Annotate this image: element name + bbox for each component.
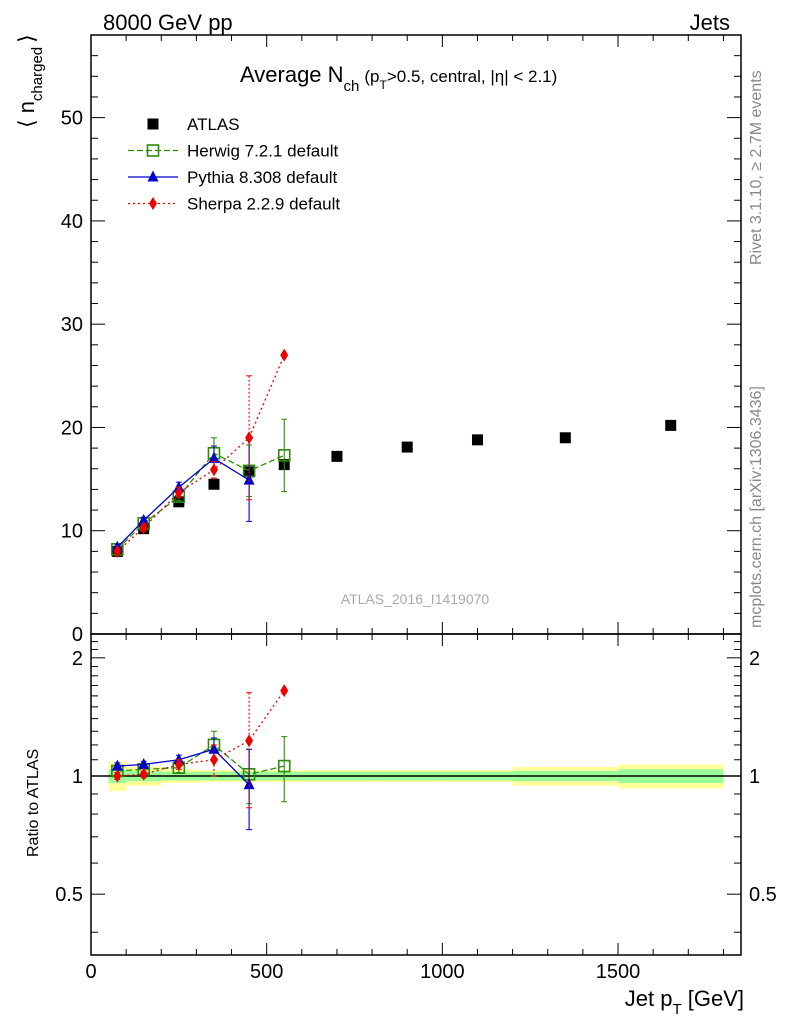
rivet-version-label: Rivet 3.1.10, ≥ 2.7M events bbox=[748, 70, 765, 265]
atlas-data-point bbox=[401, 441, 413, 453]
header-right-label: Jets bbox=[690, 10, 730, 35]
herwig-point bbox=[277, 449, 291, 462]
sherpa-point bbox=[113, 544, 122, 558]
legend-atlas-marker bbox=[147, 118, 159, 130]
sherpa-point bbox=[139, 521, 148, 535]
sherpa-point bbox=[245, 431, 254, 445]
atlas-data-point bbox=[331, 450, 343, 462]
sherpa-line bbox=[116, 354, 285, 552]
ratio-y-tick-label: 2 bbox=[72, 648, 83, 670]
legend-pythia-label: Pythia 8.308 default bbox=[187, 168, 338, 187]
sherpa-point bbox=[174, 486, 183, 500]
atlas-data-point bbox=[665, 419, 677, 431]
herwig-ratio-point bbox=[277, 759, 291, 773]
sherpa-ratio-point bbox=[280, 684, 289, 698]
y-tick-label: 0 bbox=[72, 624, 83, 646]
legend-pythia-marker bbox=[147, 170, 159, 182]
ratio-y-axis-label: Ratio to ATLAS bbox=[25, 749, 42, 857]
y-tick-label: 20 bbox=[61, 417, 83, 439]
sherpa-ratio-point bbox=[245, 734, 254, 748]
pythia-ratio-point bbox=[138, 757, 150, 769]
ratio-plot-frame bbox=[90, 633, 742, 956]
analysis-watermark: ATLAS_2016_I1419070 bbox=[341, 591, 490, 607]
x-tick-label: 0 bbox=[85, 961, 96, 983]
x-axis-label: Jet pT [GeV] bbox=[625, 986, 744, 1018]
atlas-data-point bbox=[559, 432, 571, 444]
sherpa-point bbox=[280, 348, 289, 362]
y-axis-label: ⟨ ncharged⟩ bbox=[14, 34, 46, 128]
y-tick-label: 50 bbox=[61, 108, 83, 130]
x-tick-label: 1000 bbox=[420, 961, 465, 983]
x-tick-label: 500 bbox=[250, 961, 283, 983]
ratio-y-tick-label-right: 1 bbox=[749, 766, 760, 788]
herwig-line bbox=[116, 452, 285, 550]
mcplots-reference-label: mcplots.cern.ch [arXiv:1306.3436] bbox=[748, 386, 765, 628]
pythia-point bbox=[243, 473, 255, 485]
pythia-ratio-point bbox=[111, 759, 123, 771]
y-tick-label: 40 bbox=[61, 211, 83, 233]
legend-atlas-label: ATLAS bbox=[187, 115, 240, 134]
y-tick-label: 30 bbox=[61, 314, 83, 336]
atlas-data-point bbox=[471, 434, 483, 446]
pythia-point bbox=[208, 451, 220, 463]
sherpa-ratio-point bbox=[174, 757, 183, 771]
sherpa-ratio-point bbox=[113, 769, 122, 783]
x-tick-label: 1500 bbox=[596, 961, 641, 983]
legend-herwig-marker bbox=[146, 144, 160, 157]
atlas-data-point bbox=[208, 478, 220, 490]
pythia-point bbox=[138, 513, 150, 525]
sherpa-point bbox=[209, 463, 218, 477]
legend-sherpa-label: Sherpa 2.2.9 default bbox=[187, 195, 340, 214]
legend-herwig-label: Herwig 7.2.1 default bbox=[187, 142, 338, 161]
sherpa-ratio-line bbox=[117, 690, 285, 777]
y-tick-label: 10 bbox=[61, 521, 83, 543]
sherpa-ratio-point bbox=[139, 767, 148, 781]
legend-sherpa-marker bbox=[149, 197, 157, 210]
sherpa-ratio-point bbox=[209, 753, 218, 767]
pythia-ratio-point bbox=[243, 778, 255, 790]
chart-title: Average Nch(pT>0.5, central, |η| < 2.1) bbox=[240, 62, 557, 95]
header-left-label: 8000 GeV pp bbox=[103, 10, 233, 35]
ratio-y-tick-label: 1 bbox=[72, 766, 83, 788]
pythia-ratio-point bbox=[208, 742, 220, 754]
ratio-y-tick-label: 0.5 bbox=[55, 884, 83, 906]
ratio-y-tick-label-right: 2 bbox=[749, 648, 760, 670]
ratio-y-tick-label-right: 0.5 bbox=[749, 884, 777, 906]
